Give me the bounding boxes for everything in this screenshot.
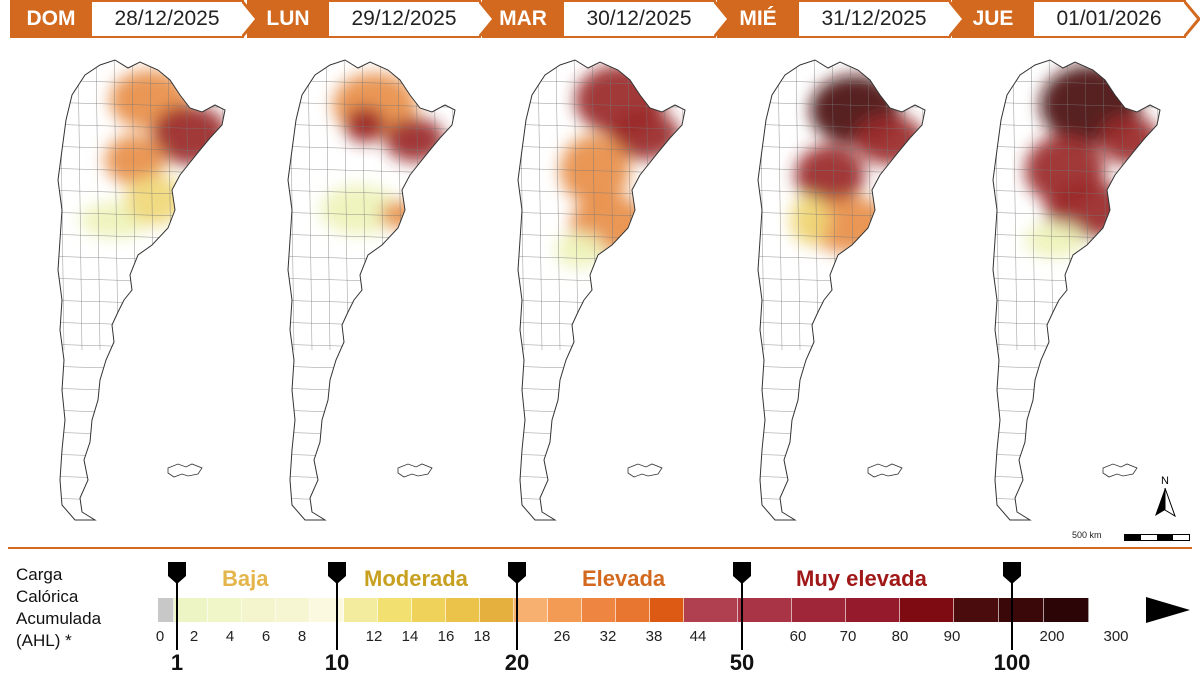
threshold-marker-icon [168, 562, 186, 650]
tick-label: 38 [645, 628, 663, 645]
legend-title-line: Carga [16, 565, 63, 584]
day-date: 31/12/2025 [799, 0, 966, 38]
color-bar-segment [208, 598, 242, 622]
threshold-label: 10 [324, 650, 350, 675]
color-bar-segment [378, 598, 412, 622]
legend-title-line: (AHL) * [16, 631, 72, 650]
color-bar-segment [738, 598, 792, 622]
north-label: N [1161, 475, 1169, 487]
tick-label: 0 [155, 628, 165, 645]
color-bar-segment [954, 598, 999, 622]
category-muy-elevada: Muy elevada [796, 566, 927, 591]
north-arrow-icon: N [1155, 475, 1176, 518]
threshold-marker-icon [733, 562, 751, 650]
color-bar-segment [582, 598, 616, 622]
map-day-4 [992, 59, 1161, 521]
color-bar-segment [999, 598, 1044, 622]
threshold-marker-icon [328, 562, 346, 650]
legend-title: Carga Calórica Acumulada (AHL) * [16, 564, 101, 652]
tick-label: 16 [437, 628, 455, 645]
color-bar-segment [446, 598, 480, 622]
tick-label: 32 [599, 628, 617, 645]
tick-label: 60 [789, 628, 807, 645]
threshold-label: 20 [504, 650, 530, 675]
maps-row [0, 50, 1200, 540]
tick-label: 18 [473, 628, 491, 645]
color-bar-segment [514, 598, 548, 622]
color-bar-segment [900, 598, 954, 622]
day-date: 29/12/2025 [329, 0, 496, 38]
threshold-label: 50 [729, 650, 755, 675]
tick-label: 200 [1039, 628, 1065, 645]
color-bar-segment [548, 598, 582, 622]
legend: Carga Calórica Acumulada (AHL) * Baja Mo… [0, 550, 1200, 675]
tick-label: 26 [553, 628, 571, 645]
tick-label: 2 [189, 628, 199, 645]
tick-label: 70 [839, 628, 857, 645]
map-day-0 [57, 59, 226, 521]
color-bar-arrow [1146, 597, 1190, 623]
day-date: 01/01/2026 [1034, 0, 1200, 38]
color-bar-segment [310, 598, 344, 622]
color-bar-segment [650, 598, 684, 622]
map-day-2 [517, 59, 686, 521]
category-moderada: Moderada [364, 566, 468, 591]
tick-label: 44 [689, 628, 707, 645]
map-day-3 [757, 59, 926, 521]
tick-label: 12 [365, 628, 383, 645]
color-bar-segment [684, 598, 738, 622]
color-bar-segment [158, 598, 174, 622]
tick-label: 14 [401, 628, 419, 645]
color-bar-segment [846, 598, 900, 622]
day-abbr: JUE [952, 0, 1034, 38]
tick-label: 90 [943, 628, 961, 645]
tick-label: 6 [261, 628, 271, 645]
color-bar-segment [242, 598, 276, 622]
scale-bar: 500 km [1072, 530, 1192, 544]
day-abbr: MIÉ [717, 0, 799, 38]
threshold-marker-icon [1003, 562, 1021, 650]
color-bar-segment [412, 598, 446, 622]
day-abbr: MAR [482, 0, 564, 38]
color-bar-segment [344, 598, 378, 622]
scale-bar-graphic [1124, 534, 1190, 541]
color-bar-segment [616, 598, 650, 622]
divider [8, 547, 1192, 549]
day-date: 30/12/2025 [564, 0, 731, 38]
color-bar-segment [174, 598, 208, 622]
legend-title-line: Acumulada [16, 609, 102, 628]
category-baja: Baja [222, 566, 269, 591]
color-bar-segment [1044, 598, 1089, 622]
day-abbr: LUN [247, 0, 329, 38]
legend-title-line: Calórica [16, 587, 79, 606]
color-bar-segment [276, 598, 310, 622]
day-date: 28/12/2025 [92, 0, 259, 38]
tick-label: 4 [225, 628, 235, 645]
threshold-marker-icon [508, 562, 526, 650]
color-bar-segment [480, 598, 514, 622]
category-elevada: Elevada [582, 566, 666, 591]
color-bar-segment [792, 598, 846, 622]
map-day-1 [287, 59, 456, 521]
threshold-label: 1 [170, 650, 184, 675]
color-bar [158, 598, 1089, 622]
tick-label: 8 [297, 628, 307, 645]
threshold-label: 100 [993, 650, 1031, 675]
day-header-row: DOM 28/12/2025 LUN 29/12/2025 MAR 30/12/… [0, 0, 1200, 40]
day-abbr: DOM [10, 0, 92, 38]
scale-label: 500 km [1072, 530, 1102, 540]
tick-label: 300 [1103, 628, 1129, 645]
tick-label: 80 [891, 628, 909, 645]
